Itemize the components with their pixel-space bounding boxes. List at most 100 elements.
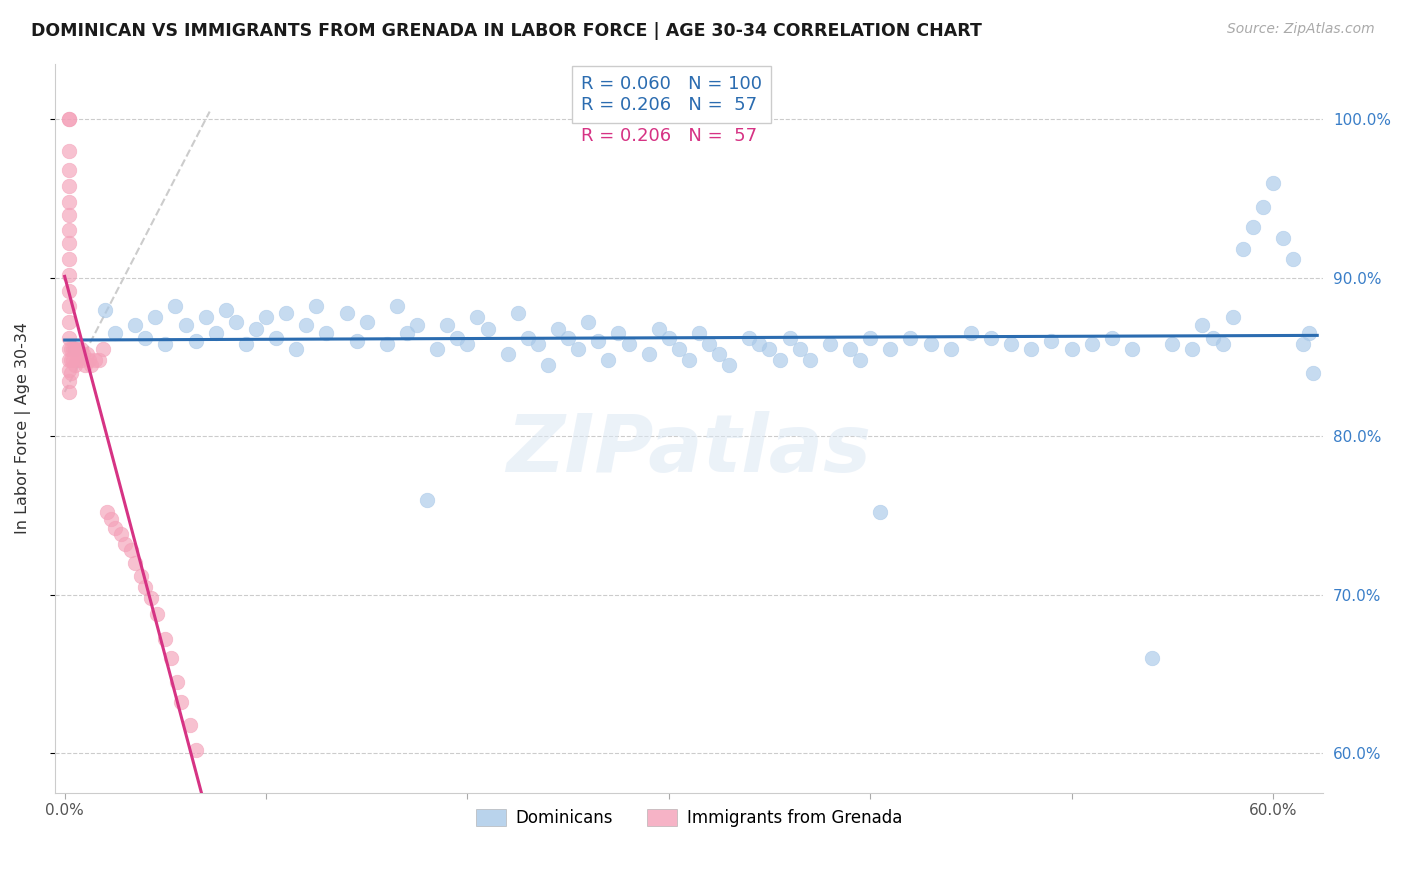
Point [94,302,117,317]
Point [63,342,86,356]
Point [779,331,801,345]
Point [1292,337,1315,351]
Point [1019,342,1042,356]
Y-axis label: In Labor Force | Age 30-34: In Labor Force | Age 30-34 [15,322,31,534]
Point [1298,326,1320,341]
Point [174,318,197,333]
Point [1191,318,1213,333]
Point [114,537,136,551]
Point [1181,342,1204,356]
Point [235,337,257,351]
Point [58,163,80,178]
Point [506,306,529,320]
Point [637,347,659,361]
Point [58,284,80,298]
Point [920,337,942,351]
Point [73,358,96,372]
Point [1222,310,1244,325]
Point [1121,342,1143,356]
Point [818,337,841,351]
Point [516,331,538,345]
Point [456,337,478,351]
Point [58,331,80,345]
Point [617,337,640,351]
Point [496,347,519,361]
Point [879,342,901,356]
Point [346,334,368,349]
Point [1282,252,1305,266]
Point [155,632,177,646]
Point [66,342,89,356]
Point [146,607,169,621]
Point [58,315,80,329]
Point [789,342,811,356]
Point [76,347,98,361]
Point [69,342,91,356]
Point [58,194,80,209]
Point [58,363,80,377]
Point [134,580,156,594]
Point [416,492,439,507]
Point [58,112,80,127]
Point [1161,337,1184,351]
Point [385,299,408,313]
Point [1101,331,1123,345]
Point [758,342,780,356]
Point [1060,342,1083,356]
Point [1272,231,1295,245]
Point [129,568,152,582]
Point [91,342,114,356]
Point [59,342,82,356]
Point [58,235,80,250]
Text: R = 0.206   N =  57: R = 0.206 N = 57 [581,128,758,145]
Point [375,337,398,351]
Point [179,717,201,731]
Point [426,342,449,356]
Point [58,112,80,127]
Point [607,326,630,341]
Point [859,331,882,345]
Point [356,315,378,329]
Point [124,556,146,570]
Point [184,743,207,757]
Point [295,318,318,333]
Point [58,223,80,237]
Point [718,358,741,372]
Point [527,337,550,351]
Point [58,342,80,356]
Text: ZIPatlas: ZIPatlas [506,411,872,489]
Point [1212,337,1234,351]
Point [63,358,86,372]
Point [1040,334,1063,349]
Point [1140,651,1163,665]
Text: Source: ZipAtlas.com: Source: ZipAtlas.com [1227,22,1375,37]
Point [69,353,91,368]
Point [1241,220,1264,235]
Point [59,353,82,368]
Point [960,326,983,341]
Point [170,695,193,709]
Point [1302,366,1324,380]
Point [557,331,579,345]
Point [141,591,163,605]
Point [315,326,337,341]
Point [254,310,277,325]
Point [104,326,127,341]
Point [62,353,84,368]
Point [1000,337,1022,351]
Point [264,331,287,345]
Point [436,318,458,333]
Point [748,337,770,351]
Point [120,543,142,558]
Point [245,321,267,335]
Point [1201,331,1223,345]
Point [1261,176,1284,190]
Point [204,326,226,341]
Point [58,268,80,282]
Point [598,353,620,368]
Point [477,321,499,335]
Legend: Dominicans, Immigrants from Grenada: Dominicans, Immigrants from Grenada [468,800,910,835]
Point [160,651,183,665]
Point [225,315,247,329]
Text: R = 0.060   N = 100
R = 0.206   N =  57: R = 0.060 N = 100 R = 0.206 N = 57 [581,75,762,114]
